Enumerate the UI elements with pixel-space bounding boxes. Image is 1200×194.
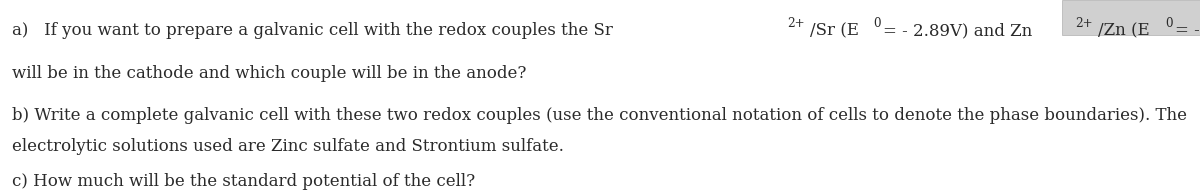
Text: will be in the cathode and which couple will be in the anode?: will be in the cathode and which couple … bbox=[12, 65, 527, 82]
Text: /Sr (E: /Sr (E bbox=[810, 22, 859, 39]
Text: 0: 0 bbox=[874, 17, 881, 30]
Text: a)   If you want to prepare a galvanic cell with the redox couples the Sr: a) If you want to prepare a galvanic cel… bbox=[12, 22, 613, 39]
Text: 2+: 2+ bbox=[787, 17, 805, 30]
Text: = - 0.76V), which couple: = - 0.76V), which couple bbox=[1175, 22, 1200, 39]
Text: 2+: 2+ bbox=[1075, 17, 1093, 30]
Bar bbox=[1062, 0, 1200, 35]
Text: b) Write a complete galvanic cell with these two redox couples (use the conventi: b) Write a complete galvanic cell with t… bbox=[12, 107, 1187, 124]
Text: electrolytic solutions used are Zinc sulfate and Strontium sulfate.: electrolytic solutions used are Zinc sul… bbox=[12, 138, 564, 155]
Text: 0: 0 bbox=[1165, 17, 1172, 30]
Text: = - 2.89V) and Zn: = - 2.89V) and Zn bbox=[883, 22, 1032, 39]
Text: c) How much will be the standard potential of the cell?: c) How much will be the standard potenti… bbox=[12, 173, 475, 190]
Text: /Zn (E: /Zn (E bbox=[1098, 22, 1150, 39]
